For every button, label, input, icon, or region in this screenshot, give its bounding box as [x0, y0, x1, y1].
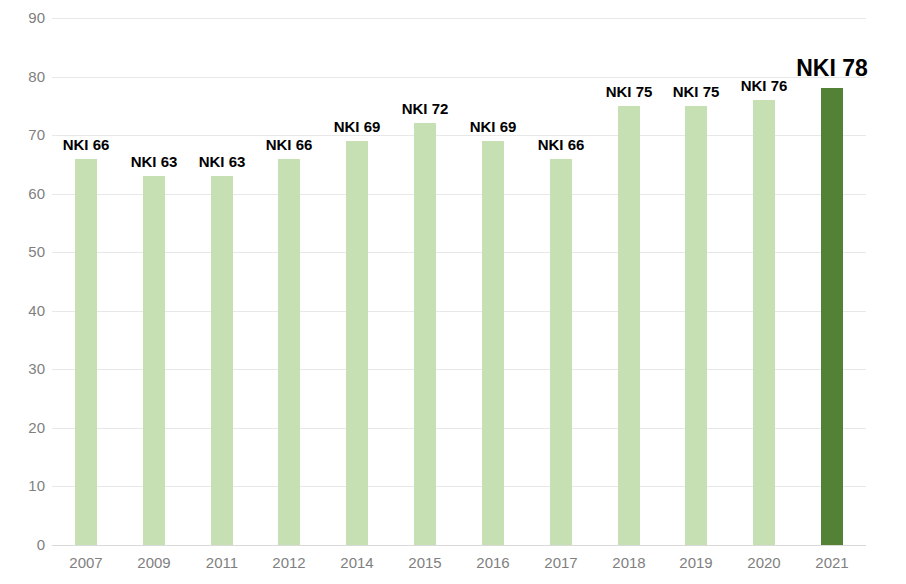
x-axis-tick-label: 2016: [458, 553, 528, 573]
y-axis-tick-label: 90: [0, 8, 45, 28]
x-axis-tick-label: 2021: [797, 553, 867, 573]
bar-value-label: NKI 69: [423, 117, 563, 136]
bar-value-label: NKI 78: [762, 54, 902, 82]
y-axis-tick-label: 60: [0, 184, 45, 204]
y-axis-tick-label: 40: [0, 301, 45, 321]
bar-2009: [143, 176, 165, 545]
gridline: [52, 486, 866, 487]
y-axis-tick-label: 30: [0, 359, 45, 379]
bar-2020: [753, 100, 775, 545]
y-axis-tick-label: 0: [0, 535, 45, 555]
gridline: [52, 369, 866, 370]
bar-2012: [278, 159, 300, 545]
x-axis-tick-label: 2009: [119, 553, 189, 573]
x-axis-line: [52, 545, 866, 546]
gridline: [52, 311, 866, 312]
gridline: [52, 18, 866, 19]
bar-value-label: NKI 63: [152, 152, 292, 171]
x-axis-tick-label: 2012: [254, 553, 324, 573]
bar-value-label: NKI 66: [491, 135, 631, 154]
bar-value-label: NKI 72: [355, 99, 495, 118]
y-axis-tick-label: 80: [0, 67, 45, 87]
x-axis-tick-label: 2007: [51, 553, 121, 573]
gridline: [52, 252, 866, 253]
y-axis-tick-label: 10: [0, 476, 45, 496]
x-axis-tick-label: 2017: [526, 553, 596, 573]
x-axis-tick-label: 2015: [390, 553, 460, 573]
bar-2019: [685, 106, 707, 545]
bar-2014: [346, 141, 368, 545]
bar-value-label: NKI 66: [219, 135, 359, 154]
bar-2007: [75, 159, 97, 545]
bar-2018: [618, 106, 640, 545]
bar-2016: [482, 141, 504, 545]
x-axis-tick-label: 2011: [187, 553, 257, 573]
bar-2021: [821, 88, 843, 545]
gridline: [52, 194, 866, 195]
gridline: [52, 428, 866, 429]
x-axis-tick-label: 2019: [661, 553, 731, 573]
y-axis-tick-label: 50: [0, 242, 45, 262]
x-axis-tick-label: 2020: [729, 553, 799, 573]
bar-value-label: NKI 69: [287, 117, 427, 136]
y-axis-tick-label: 20: [0, 418, 45, 438]
x-axis-tick-label: 2014: [322, 553, 392, 573]
nki-bar-chart: 0102030405060708090 NKI 66NKI 63NKI 63NK…: [0, 0, 906, 584]
bar-2015: [414, 123, 436, 545]
bar-2011: [211, 176, 233, 545]
x-axis-tick-label: 2018: [594, 553, 664, 573]
bar-2017: [550, 159, 572, 545]
